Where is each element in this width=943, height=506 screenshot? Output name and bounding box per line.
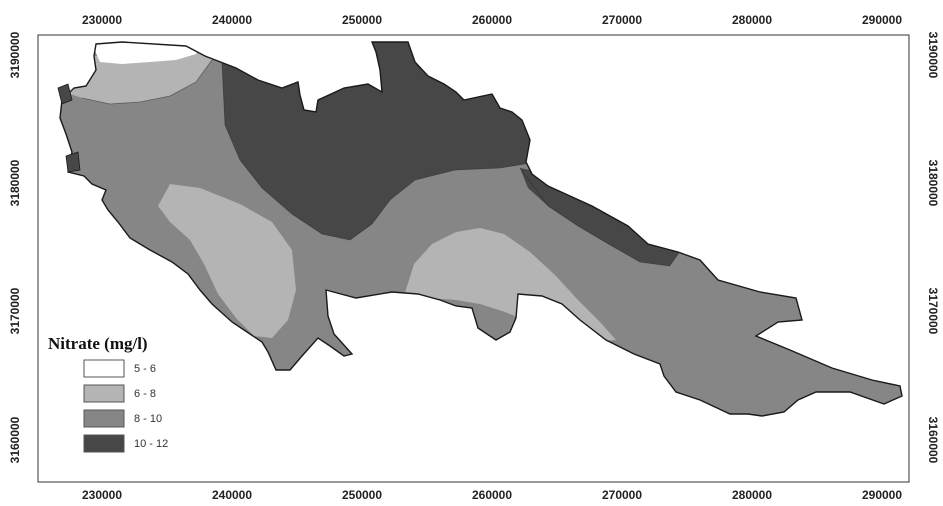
x-axis-bottom: 230000 240000 250000 260000 270000 28000…: [82, 488, 902, 502]
legend-label: 6 - 8: [134, 388, 156, 400]
zone-10-12-fragment: [65, 151, 81, 173]
x-tick-top: 290000: [862, 13, 902, 27]
legend-item: 8 - 10: [83, 409, 162, 428]
zone-10-12-fragment: [57, 83, 73, 105]
legend-swatch: [83, 359, 125, 378]
x-tick-top: 240000: [212, 13, 252, 27]
zone-boundaries: [81, 59, 671, 267]
x-tick-bottom: 260000: [472, 488, 512, 502]
y-tick-right: 3190000: [926, 32, 940, 79]
study-area-outline: [59, 41, 903, 417]
x-tick-bottom: 240000: [212, 488, 252, 502]
x-tick-bottom: 290000: [862, 488, 902, 502]
legend: Nitrate (mg/l) 5 - 6 6 - 8 8 - 10 10 - 1…: [48, 334, 168, 453]
legend-label: 5 - 6: [134, 363, 156, 375]
y-tick-right: 3160000: [926, 417, 940, 464]
x-tick-top: 280000: [732, 13, 772, 27]
legend-swatch: [83, 409, 125, 428]
legend-label: 10 - 12: [134, 438, 168, 450]
y-axis-left: 3190000 3180000 3170000 3160000: [8, 31, 22, 463]
x-tick-bottom: 280000: [732, 488, 772, 502]
y-tick-right: 3170000: [926, 288, 940, 335]
y-axis-right: 3190000 3180000 3170000 3160000: [926, 32, 940, 464]
legend-swatch: [83, 384, 125, 403]
legend-item: 5 - 6: [83, 359, 156, 378]
y-tick-left: 3190000: [8, 31, 22, 78]
zone-10-12: [520, 168, 680, 266]
y-tick-left: 3170000: [8, 287, 22, 334]
legend-label: 8 - 10: [134, 413, 162, 425]
x-tick-top: 260000: [472, 13, 512, 27]
x-axis-top: 230000 240000 250000 260000 270000 28000…: [82, 13, 902, 27]
x-tick-top: 230000: [82, 13, 122, 27]
legend-item: 6 - 8: [83, 384, 156, 403]
legend-swatch: [83, 434, 125, 453]
legend-title: Nitrate (mg/l): [48, 334, 148, 353]
x-tick-bottom: 230000: [82, 488, 122, 502]
x-tick-top: 270000: [602, 13, 642, 27]
legend-item: 10 - 12: [83, 434, 168, 453]
y-tick-left: 3180000: [8, 159, 22, 206]
zone-6-8: [158, 184, 296, 338]
y-tick-left: 3160000: [8, 416, 22, 463]
x-tick-top: 250000: [342, 13, 382, 27]
y-tick-right: 3180000: [926, 160, 940, 207]
x-tick-bottom: 250000: [342, 488, 382, 502]
x-tick-bottom: 270000: [602, 488, 642, 502]
